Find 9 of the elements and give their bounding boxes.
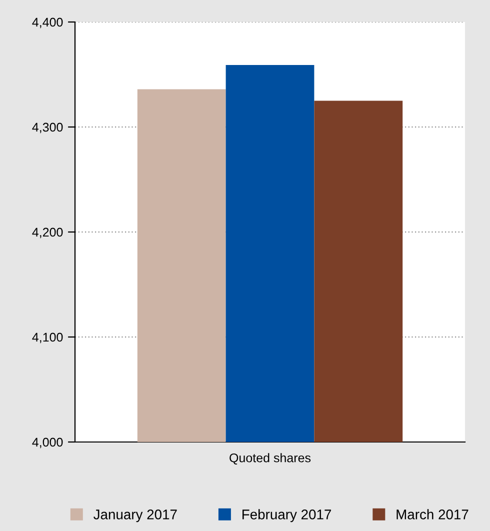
y-tick-label: 4,300 <box>32 122 63 134</box>
legend-label: February 2017 <box>242 509 331 522</box>
y-tick-label: 4,400 <box>32 18 63 28</box>
x-tick-label: Quoted shares <box>230 453 311 465</box>
y-tick-label: 4,100 <box>32 332 63 344</box>
y-tick-label: 4,200 <box>32 228 63 238</box>
y-tick-label: 4,000 <box>32 438 63 448</box>
legend-label: January 2017 <box>94 510 177 522</box>
legend-label: March 2017 <box>396 509 468 520</box>
